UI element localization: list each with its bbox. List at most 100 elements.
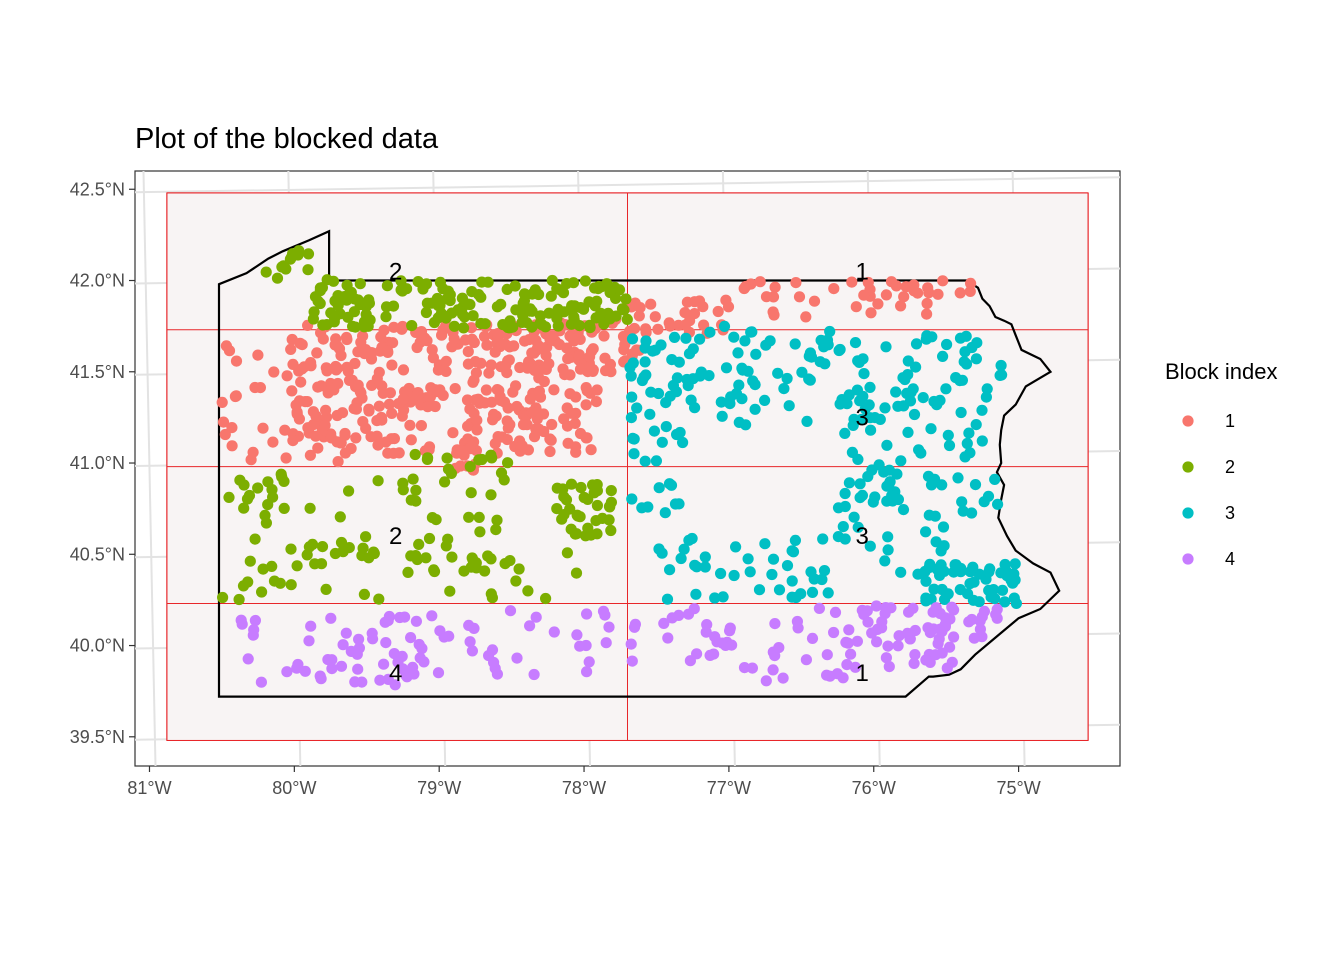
x-tick-label: 77°W — [707, 778, 751, 798]
data-point-block-4 — [726, 639, 738, 651]
data-point-block-3 — [892, 493, 905, 506]
data-point-block-3 — [718, 320, 731, 332]
data-point-block-3 — [995, 359, 1007, 372]
data-point-block-3 — [660, 397, 672, 409]
data-point-block-1 — [254, 382, 266, 394]
data-point-block-1 — [332, 456, 344, 468]
grid-line-vertical — [1157, 171, 1169, 766]
data-point-block-1 — [767, 306, 779, 318]
data-point-block-3 — [667, 379, 680, 392]
data-point-block-1 — [599, 352, 611, 364]
data-point-block-4 — [893, 630, 905, 642]
legend-label-2: 2 — [1225, 457, 1235, 477]
data-point-block-2 — [504, 315, 516, 327]
data-point-block-1 — [808, 295, 821, 307]
data-point-block-1 — [454, 460, 467, 472]
plot-clip-group: 2 1 3 2 3 4 1 — [135, 171, 1169, 766]
data-point-block-1 — [281, 370, 293, 382]
data-point-block-3 — [992, 498, 1004, 510]
data-point-block-3 — [874, 413, 886, 425]
data-point-block-1 — [335, 349, 347, 362]
data-point-block-4 — [870, 600, 883, 612]
data-point-block-3 — [839, 427, 851, 439]
data-point-block-4 — [281, 666, 293, 678]
data-point-block-3 — [628, 448, 640, 460]
legend-label-3: 3 — [1225, 503, 1235, 523]
data-point-block-3 — [750, 348, 762, 360]
data-point-block-3 — [882, 544, 894, 556]
data-point-block-2 — [421, 297, 433, 309]
data-point-block-3 — [852, 453, 864, 465]
data-point-block-4 — [769, 650, 781, 662]
data-point-block-1 — [267, 436, 279, 448]
data-point-block-3 — [848, 511, 860, 523]
data-point-block-2 — [373, 593, 385, 605]
data-point-block-2 — [565, 318, 578, 330]
data-point-block-2 — [613, 284, 626, 296]
data-point-block-2 — [485, 489, 497, 501]
data-point-block-3 — [895, 455, 907, 467]
data-point-block-1 — [858, 289, 870, 301]
data-point-block-3 — [867, 496, 879, 508]
data-point-block-2 — [534, 310, 547, 322]
data-point-block-4 — [625, 638, 637, 650]
data-point-block-2 — [321, 274, 333, 286]
data-point-block-3 — [958, 356, 970, 368]
data-point-block-4 — [388, 648, 400, 660]
data-point-block-1 — [319, 419, 331, 431]
data-point-block-1 — [932, 288, 944, 300]
data-point-block-4 — [939, 618, 952, 630]
data-point-block-4 — [426, 610, 438, 622]
data-point-block-3 — [995, 567, 1007, 579]
data-point-block-4 — [666, 612, 678, 624]
data-point-block-1 — [499, 338, 511, 350]
data-point-block-3 — [746, 326, 758, 338]
data-point-block-4 — [528, 668, 540, 681]
data-point-block-1 — [469, 356, 481, 368]
data-point-block-2 — [589, 282, 601, 294]
data-point-block-1 — [720, 294, 732, 306]
data-point-block-2 — [304, 502, 316, 514]
data-point-block-1 — [352, 379, 364, 391]
data-point-block-4 — [791, 615, 804, 628]
data-point-block-1 — [530, 334, 542, 346]
data-point-block-1 — [291, 408, 303, 420]
data-point-block-1 — [526, 406, 538, 418]
data-point-block-3 — [942, 588, 954, 600]
data-point-block-1 — [754, 276, 766, 288]
data-point-block-3 — [920, 333, 932, 345]
data-point-block-2 — [486, 592, 498, 604]
data-point-block-1 — [537, 342, 549, 354]
data-point-block-2 — [510, 575, 522, 587]
data-point-block-4 — [800, 654, 813, 666]
data-point-block-1 — [712, 305, 724, 318]
data-point-block-3 — [717, 591, 729, 603]
data-point-block-4 — [944, 641, 956, 653]
data-point-block-1 — [590, 396, 603, 408]
block-label: 3 — [855, 523, 868, 550]
data-point-block-3 — [626, 391, 638, 403]
data-point-block-4 — [335, 660, 348, 672]
data-point-block-3 — [920, 575, 932, 587]
data-point-block-3 — [742, 553, 754, 565]
data-point-block-3 — [935, 545, 947, 557]
data-point-block-4 — [299, 665, 311, 677]
data-point-block-2 — [409, 448, 421, 461]
data-point-block-1 — [355, 336, 367, 348]
data-point-block-1 — [377, 387, 389, 399]
data-point-block-3 — [803, 373, 815, 385]
data-point-block-2 — [552, 320, 564, 332]
data-point-block-1 — [293, 395, 306, 407]
data-point-block-1 — [546, 418, 558, 431]
data-point-block-1 — [386, 407, 398, 419]
x-tick-label: 76°W — [852, 778, 896, 798]
data-point-block-3 — [661, 593, 674, 605]
data-point-block-2 — [303, 541, 315, 553]
data-point-block-2 — [430, 514, 442, 526]
data-point-block-1 — [769, 281, 781, 293]
data-point-block-4 — [862, 616, 874, 628]
data-point-block-4 — [443, 630, 455, 642]
data-point-block-4 — [374, 674, 386, 686]
data-point-block-1 — [544, 433, 556, 445]
data-point-block-3 — [808, 573, 820, 585]
